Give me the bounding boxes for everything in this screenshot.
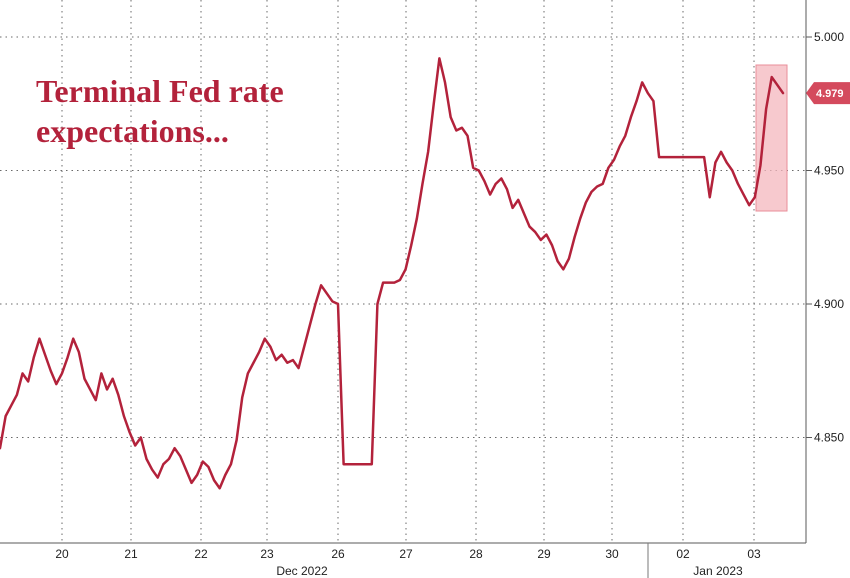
series-layer — [0, 57, 785, 490]
y-tick-label: 5.000 — [814, 30, 844, 44]
x-tick-label: 28 — [469, 547, 483, 561]
label-layer: 4.979 — [806, 82, 850, 105]
x-month-label: Jan 2023 — [693, 564, 743, 578]
chart-title-line-2: expectations... — [36, 113, 229, 149]
chart-title-line-1: Terminal Fed rate — [36, 73, 284, 109]
y-tick-label: 4.900 — [814, 297, 844, 311]
grid-layer — [0, 0, 806, 543]
current-value-label: 4.979 — [816, 88, 844, 100]
x-tick-label: 02 — [676, 547, 690, 561]
highlight-box — [755, 64, 788, 212]
current-value-badge: 4.979 — [806, 82, 850, 105]
x-month-label: Dec 2022 — [276, 564, 328, 578]
y-tick-label: 4.850 — [814, 431, 844, 445]
x-tick-label: 22 — [194, 547, 208, 561]
x-tick-label: 27 — [399, 547, 413, 561]
current-value-badge-bg — [806, 82, 850, 105]
x-tick-label: 29 — [537, 547, 551, 561]
x-tick-label: 03 — [747, 547, 761, 561]
series-line — [0, 57, 785, 490]
x-tick-label: 23 — [260, 547, 274, 561]
x-tick-label: 26 — [331, 547, 345, 561]
x-tick-label: 21 — [124, 547, 138, 561]
x-tick-label: 30 — [605, 547, 619, 561]
x-tick-label: 20 — [55, 547, 69, 561]
highlight-layer — [755, 64, 788, 212]
y-tick-label: 4.950 — [814, 164, 844, 178]
